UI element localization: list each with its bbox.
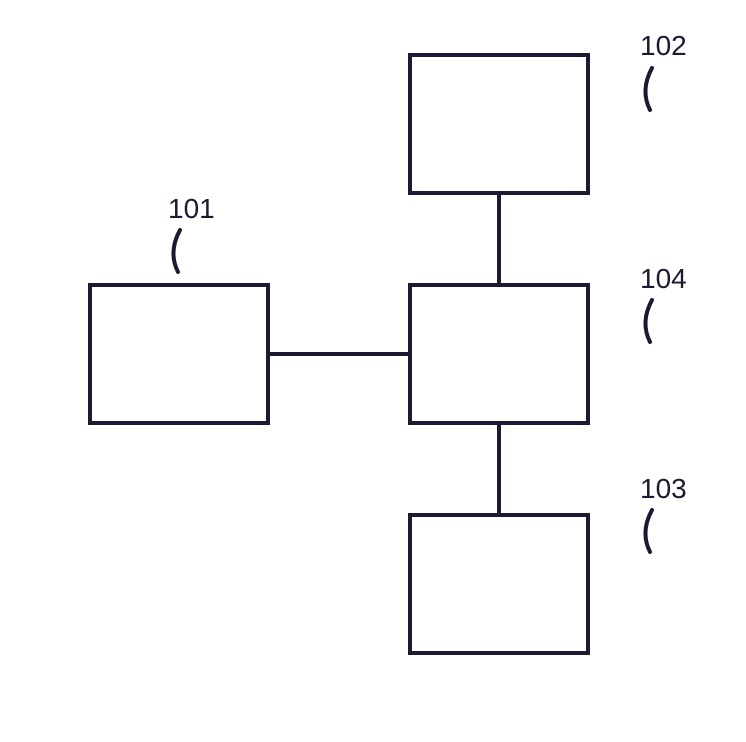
box-b104 [410, 285, 588, 423]
box-b101 [90, 285, 268, 423]
label-l101: 101 [168, 193, 215, 224]
lead-l103 [645, 510, 652, 552]
box-b102 [410, 55, 588, 193]
label-l103: 103 [640, 473, 687, 504]
lead-l101 [173, 230, 180, 272]
label-l102: 102 [640, 30, 687, 61]
block-diagram: 101 102 104 103 [0, 0, 746, 742]
label-l104: 104 [640, 263, 687, 294]
lead-l104 [645, 300, 652, 342]
box-b103 [410, 515, 588, 653]
lead-l102 [645, 68, 652, 110]
